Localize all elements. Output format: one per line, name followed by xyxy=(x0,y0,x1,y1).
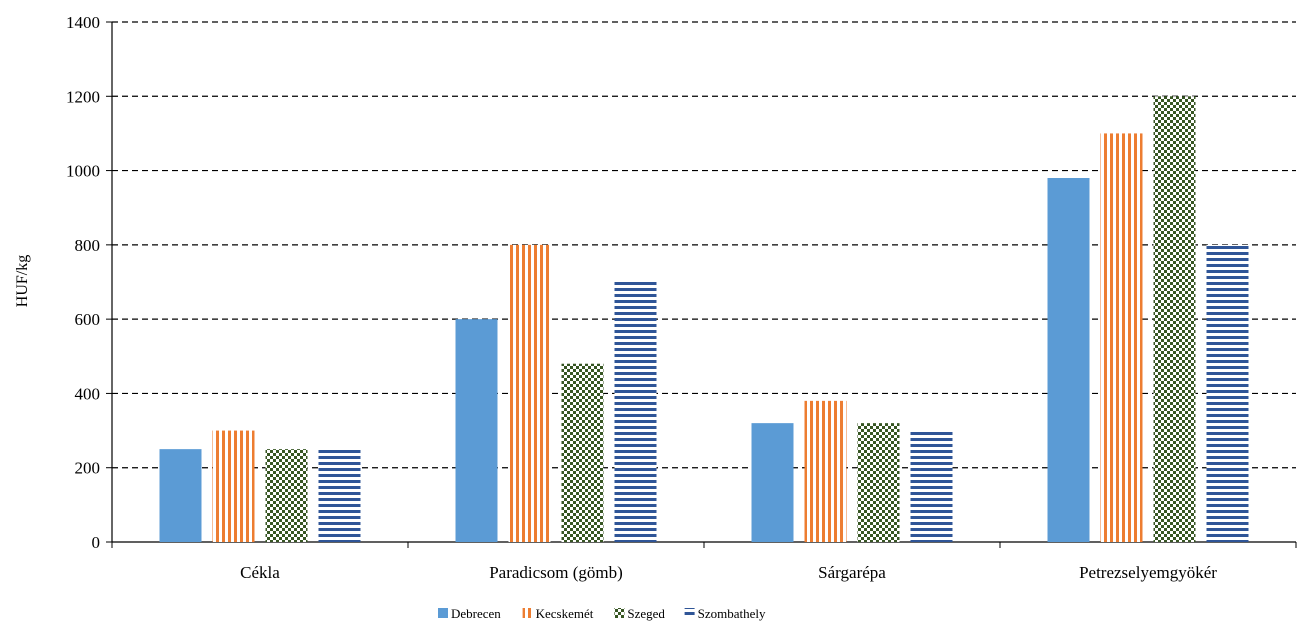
bar-debrecen xyxy=(159,449,202,542)
bars xyxy=(159,96,1249,543)
y-tick-label: 1000 xyxy=(66,162,100,181)
bar-szeged xyxy=(561,363,604,542)
bar-kecskemét xyxy=(508,244,551,542)
bar-kecskemét xyxy=(212,430,255,542)
bar-szeged xyxy=(857,423,900,542)
bar-debrecen xyxy=(1047,178,1090,542)
x-category-label: Cékla xyxy=(240,563,280,582)
bar-szombathely xyxy=(318,449,361,542)
x-category-label: Paradicsom (gömb) xyxy=(489,563,623,582)
y-axis-title: HUF/kg xyxy=(14,255,31,307)
bar-kecskemét xyxy=(804,400,847,542)
axes xyxy=(106,21,1297,548)
legend-swatch-debrecen xyxy=(438,608,448,618)
bar-szombathely xyxy=(1206,244,1249,542)
legend-label: Debrecen xyxy=(451,606,501,621)
legend-label: Szeged xyxy=(627,606,665,621)
axis-labels: HUF/kg 0 200 400 600 800 1000 1200 1400 Cékla Par… xyxy=(14,13,1217,582)
bar-kecskemét xyxy=(1100,133,1143,542)
y-tick-label: 600 xyxy=(75,310,101,329)
legend-swatch-szeged xyxy=(614,608,625,618)
bar-debrecen xyxy=(751,423,794,542)
bar-szombathely xyxy=(910,430,953,542)
legend-label: Kecskemét xyxy=(536,606,594,621)
y-tick-label: 800 xyxy=(75,236,101,255)
legend-label: Szombathely xyxy=(698,606,766,621)
y-tick-label: 200 xyxy=(75,459,101,478)
legend-swatch-szombathely xyxy=(684,608,695,618)
bar-debrecen xyxy=(455,319,498,542)
y-tick-label: 0 xyxy=(92,533,101,552)
bar-szombathely xyxy=(614,282,657,542)
x-category-label: Petrezselyemgyökér xyxy=(1079,563,1217,582)
y-tick-label: 400 xyxy=(75,384,101,403)
bar-szeged xyxy=(265,449,308,542)
bar-szeged xyxy=(1153,96,1196,543)
legend-swatch-kecskemét xyxy=(522,608,533,618)
grid-lines xyxy=(112,21,1296,469)
y-tick-label: 1400 xyxy=(66,13,100,32)
legend: Debrecen Kecskemét Szeged Szombathely xyxy=(438,606,766,621)
x-category-label: Sárgarépa xyxy=(818,563,886,582)
y-tick-label: 1200 xyxy=(66,87,100,106)
